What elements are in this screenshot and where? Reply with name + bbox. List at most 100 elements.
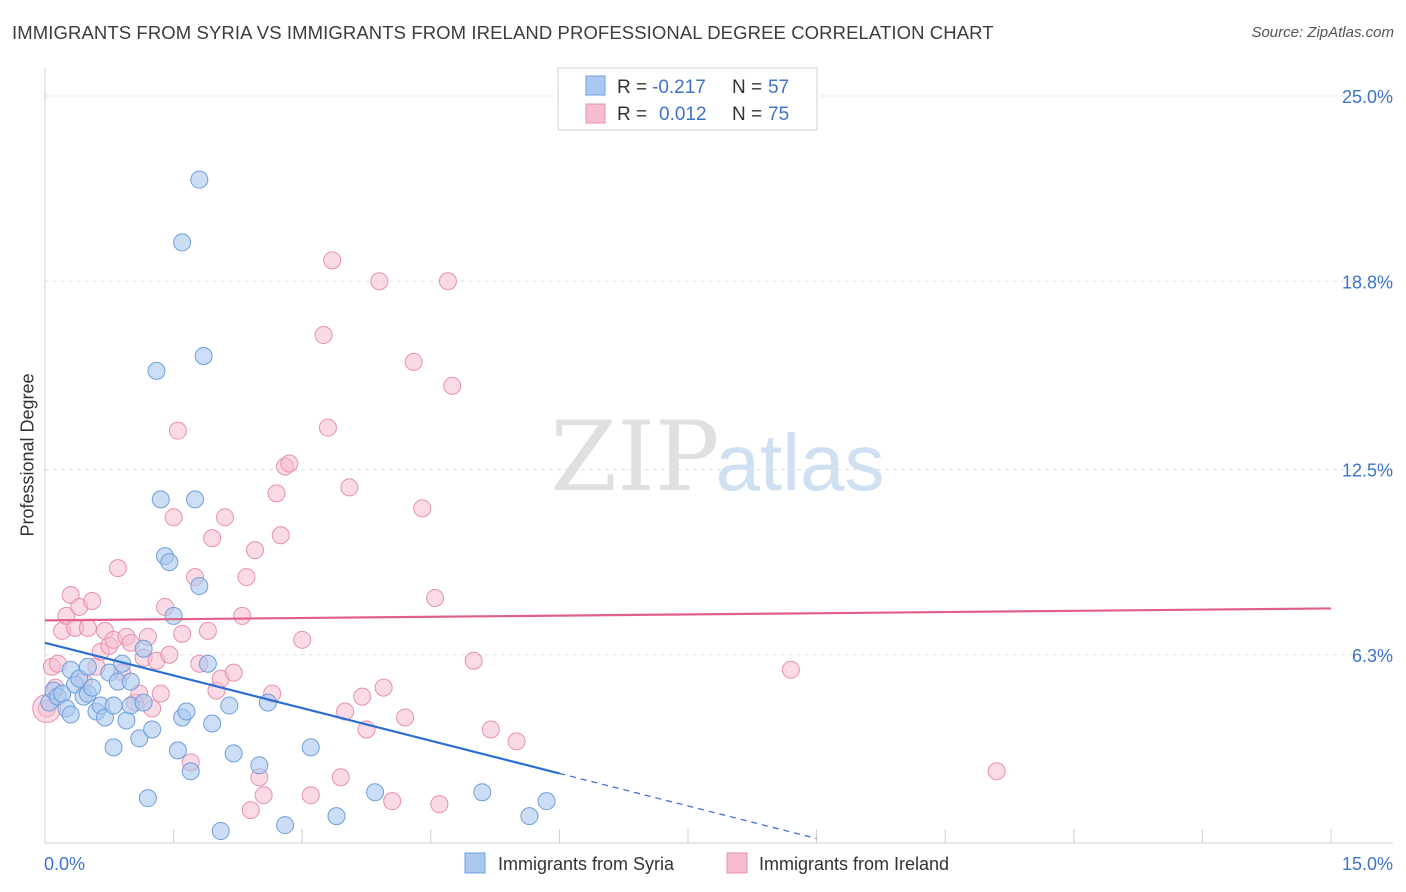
- legend-ireland-swatch: [585, 103, 606, 124]
- syria-point: [194, 346, 213, 365]
- ireland-point: [168, 421, 187, 440]
- x-tick-label-min: 0.0%: [44, 854, 85, 874]
- ireland-point: [430, 795, 449, 814]
- y-tick-label: 18.8%: [1342, 272, 1393, 292]
- syria-point: [301, 738, 320, 757]
- watermark: ZIP atlas: [550, 401, 884, 513]
- legend-syria-swatch: [585, 75, 606, 96]
- bottom-legend-ireland-label: Immigrants from Ireland: [759, 854, 949, 874]
- ireland-point: [267, 484, 286, 503]
- ireland-point: [173, 624, 192, 643]
- ireland-point: [481, 720, 500, 739]
- ireland-point: [293, 630, 312, 649]
- syria-point: [211, 822, 230, 841]
- ireland-point: [216, 508, 235, 527]
- ireland-point: [280, 454, 299, 473]
- ireland-point: [301, 786, 320, 805]
- bottom-legend-syria-swatch: [464, 852, 486, 874]
- legend-syria-r-value: -0.217: [652, 77, 706, 98]
- y-tick-labels: 6.3% 12.5% 18.8% 25.0%: [1342, 87, 1393, 666]
- ireland-point: [318, 418, 337, 437]
- syria-point: [224, 744, 243, 763]
- ireland-point: [443, 376, 462, 395]
- syria-point: [520, 807, 539, 826]
- ireland-point: [331, 768, 350, 787]
- ireland-point: [246, 541, 265, 560]
- ireland-point: [151, 684, 170, 703]
- ireland-point: [413, 499, 432, 518]
- ireland-point: [160, 645, 179, 664]
- ireland-point: [438, 272, 457, 291]
- ireland-points: [32, 251, 1006, 820]
- y-tick-label: 6.3%: [1352, 646, 1393, 666]
- ireland-point: [83, 591, 102, 610]
- syria-point: [147, 361, 166, 380]
- ireland-point: [340, 478, 359, 497]
- ireland-point: [198, 621, 217, 640]
- ireland-point: [224, 663, 243, 682]
- syria-point: [220, 696, 239, 715]
- syria-point: [130, 729, 149, 748]
- ireland-point: [370, 272, 389, 291]
- syria-point: [160, 553, 179, 572]
- syria-point: [143, 720, 162, 739]
- syria-point: [121, 672, 140, 691]
- syria-point: [151, 490, 170, 509]
- syria-points: [40, 170, 556, 841]
- syria-point: [78, 657, 97, 676]
- chart-title: IMMIGRANTS FROM SYRIA VS IMMIGRANTS FROM…: [12, 22, 994, 43]
- ireland-point: [987, 762, 1006, 781]
- syria-point: [173, 233, 192, 252]
- ireland-point: [507, 732, 526, 751]
- ireland-point: [254, 786, 273, 805]
- syria-point: [473, 783, 492, 802]
- syria-point: [83, 678, 102, 697]
- legend-ireland-n-label: N =: [732, 104, 762, 125]
- bottom-legend-syria-label: Immigrants from Syria: [498, 854, 675, 874]
- ireland-point: [271, 526, 290, 545]
- legend-syria-n-value: 57: [768, 77, 789, 98]
- watermark-zip: ZIP: [550, 401, 719, 513]
- ireland-point: [781, 660, 800, 679]
- ireland-point: [314, 326, 333, 345]
- syria-point: [366, 783, 385, 802]
- syria-point: [198, 654, 217, 673]
- syria-point: [104, 738, 123, 757]
- syria-point: [327, 807, 346, 826]
- ireland-point: [164, 508, 183, 527]
- ireland-trend-line: [44, 607, 1332, 622]
- ireland-point: [396, 708, 415, 727]
- legend-ireland-r-label: R =: [617, 104, 647, 125]
- syria-point: [203, 714, 222, 733]
- ireland-point: [108, 559, 127, 578]
- legend-ireland-r-value: 0.012: [659, 104, 707, 125]
- y-tick-label: 25.0%: [1342, 87, 1393, 107]
- syria-point: [138, 789, 157, 808]
- ireland-point: [464, 651, 483, 670]
- grid-lines: [45, 95, 1393, 656]
- bottom-legend-ireland-swatch: [726, 852, 748, 874]
- syria-point: [181, 762, 200, 781]
- legend-box: R = -0.217 N = 57 R = 0.012 N = 75: [557, 67, 818, 131]
- syria-point: [61, 705, 80, 724]
- chart-source: Source: ZipAtlas.com: [1251, 24, 1394, 41]
- bottom-legend: Immigrants from Syria Immigrants from Ir…: [464, 852, 949, 874]
- ireland-point: [203, 529, 222, 548]
- ireland-point: [383, 792, 402, 811]
- ireland-point: [233, 606, 252, 625]
- syria-point: [117, 711, 136, 730]
- ireland-point: [353, 687, 372, 706]
- legend-syria-n-label: N =: [732, 77, 762, 98]
- syria-point: [190, 170, 209, 189]
- syria-point: [134, 639, 153, 658]
- trend-lines: [44, 607, 1332, 840]
- ireland-point: [404, 352, 423, 371]
- syria-trend-line: [44, 641, 560, 775]
- ireland-point: [374, 678, 393, 697]
- syria-point: [276, 816, 295, 835]
- syria-point: [177, 702, 196, 721]
- x-tick-label-max: 15.0%: [1342, 854, 1393, 874]
- x-tick-labels: 0.0% 15.0%: [44, 854, 1393, 874]
- syria-point: [537, 792, 556, 811]
